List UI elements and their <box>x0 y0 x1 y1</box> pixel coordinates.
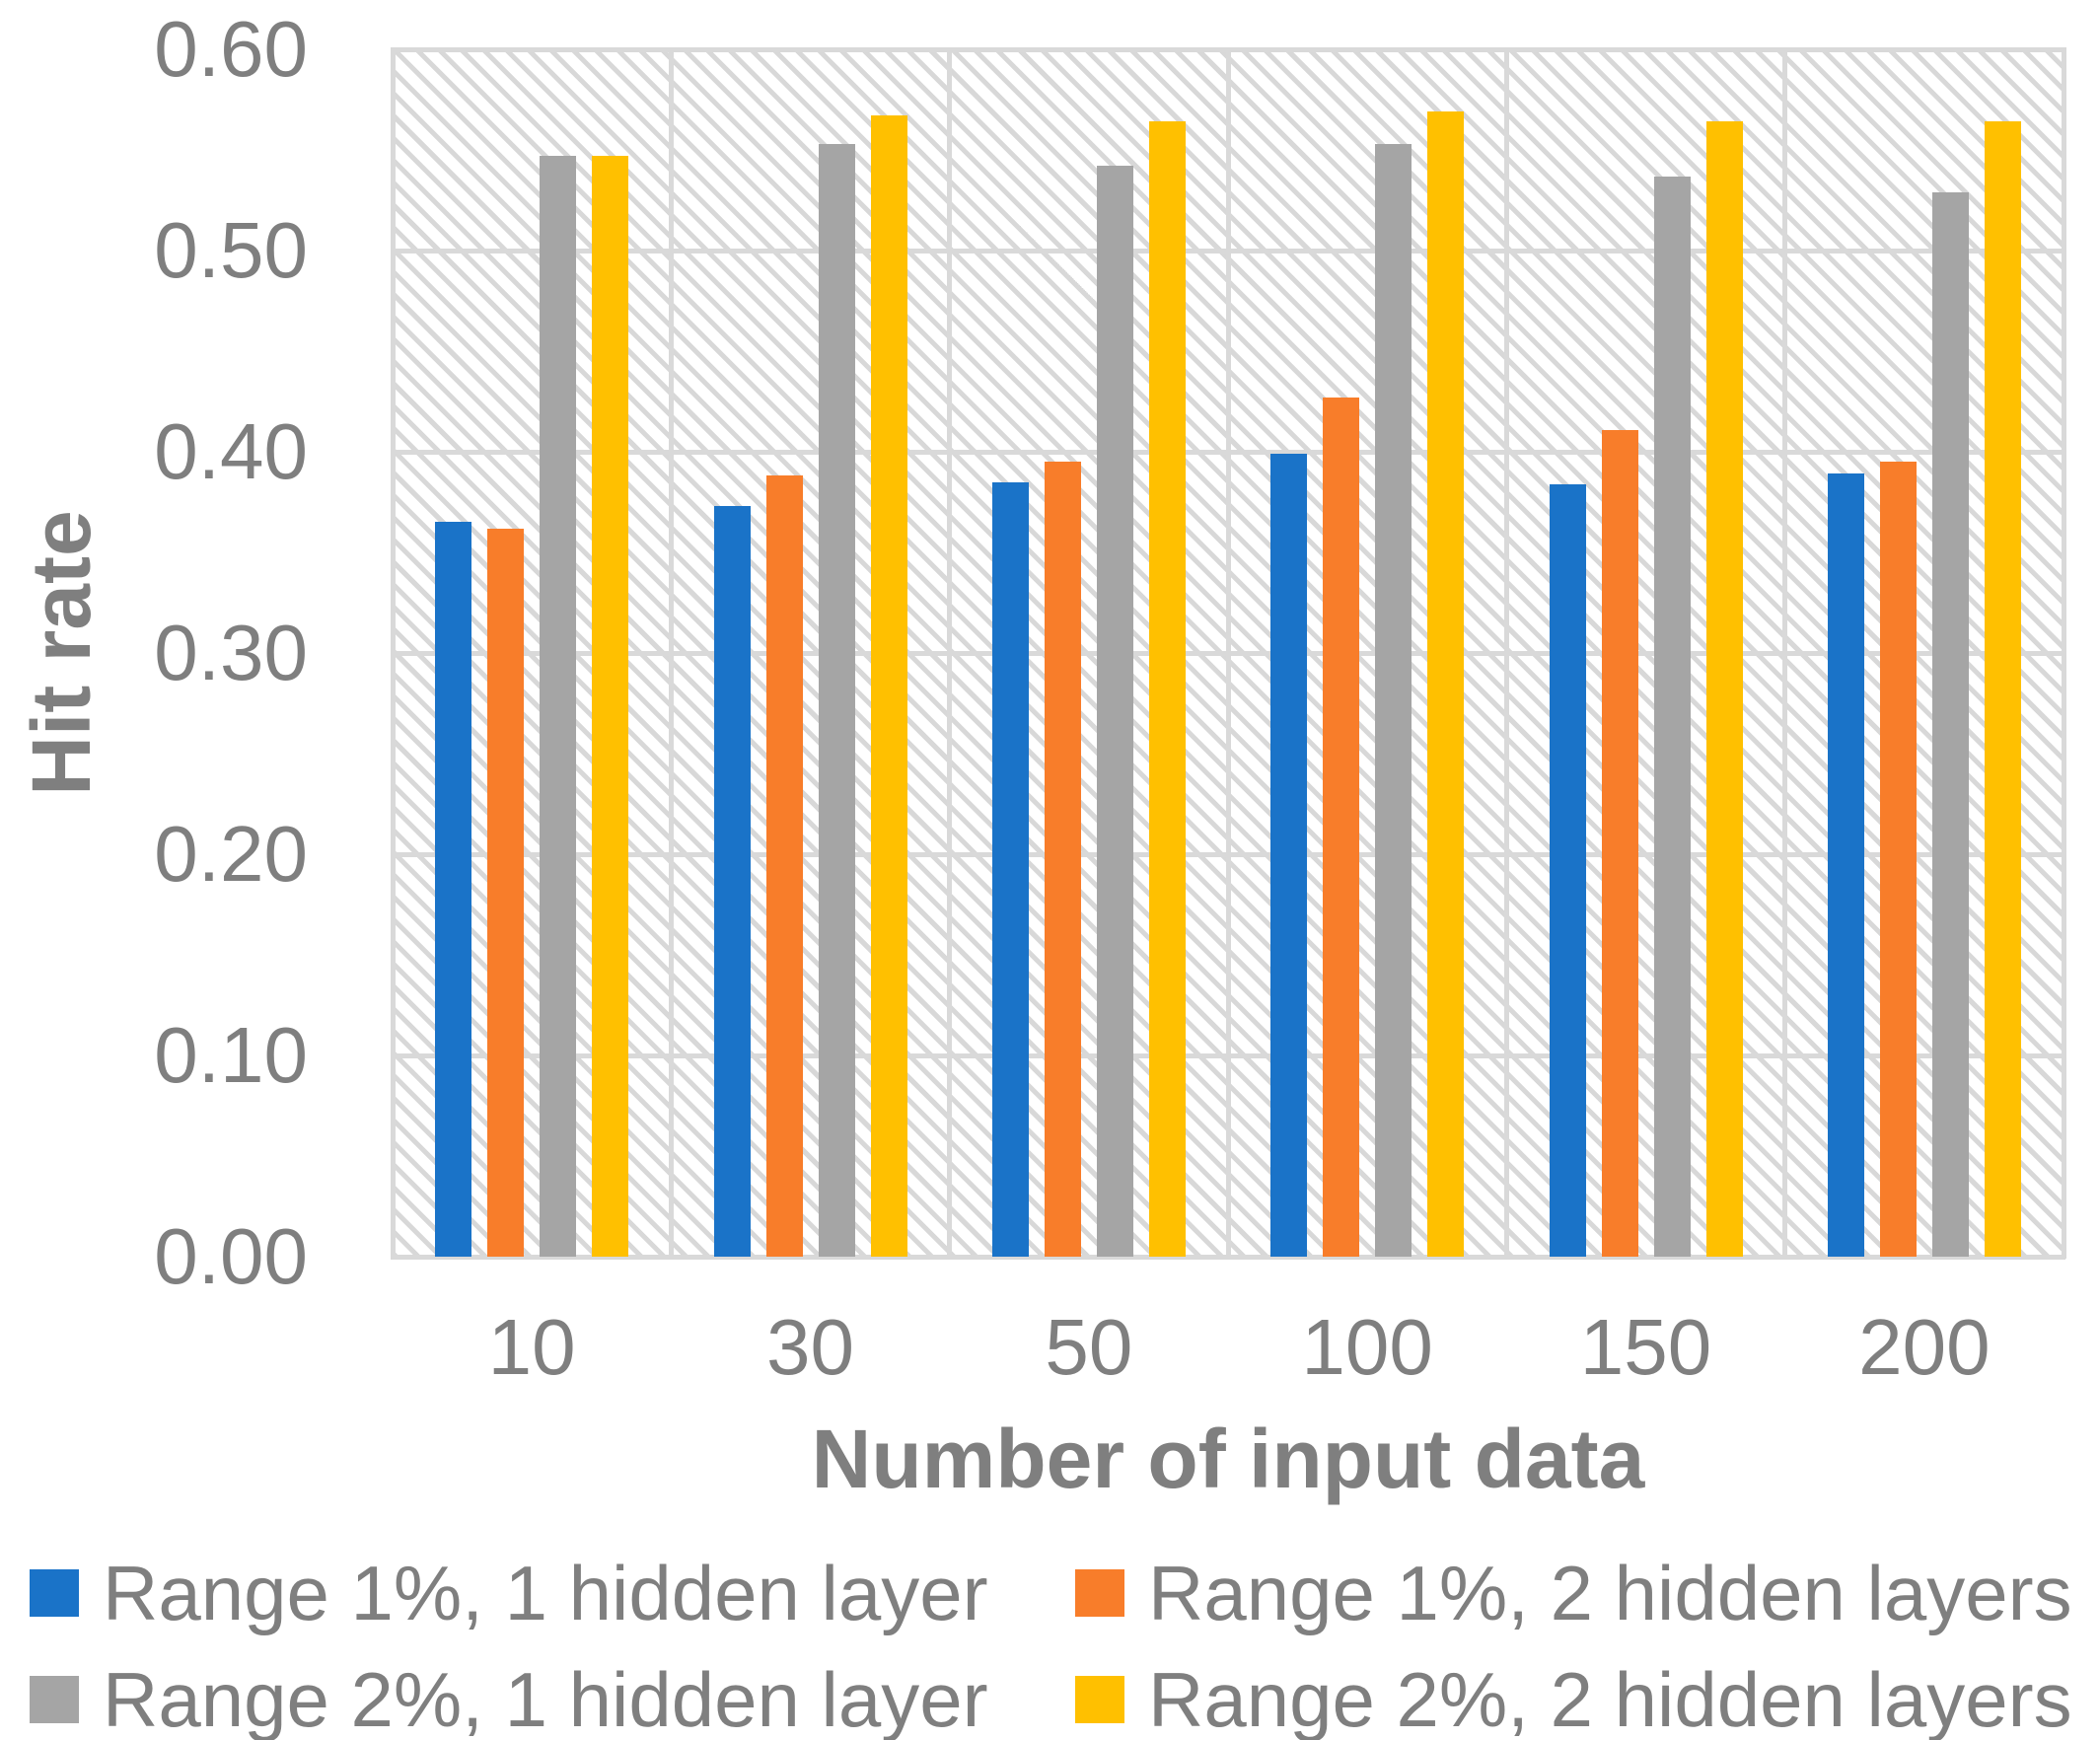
bar <box>1148 121 1186 1257</box>
gridline-vertical <box>1503 47 1509 1259</box>
legend-label: Range 1%, 2 hidden layers <box>1148 1549 2072 1636</box>
legend-item: Range 1%, 1 hidden layer <box>30 1544 1075 1642</box>
bar <box>592 156 629 1257</box>
bar <box>1653 176 1691 1257</box>
bar <box>1427 111 1465 1257</box>
bar <box>1705 121 1743 1257</box>
bar <box>991 481 1029 1257</box>
x-tick-label: 100 <box>1301 1303 1433 1391</box>
bar <box>1827 473 1864 1257</box>
legend-label: Range 2%, 2 hidden layers <box>1148 1655 2072 1740</box>
bar <box>1096 166 1133 1257</box>
bar <box>1879 462 1917 1257</box>
gridline-vertical <box>668 47 674 1259</box>
bar <box>818 143 855 1257</box>
x-tick-label: 30 <box>766 1303 854 1391</box>
legend-swatch-blue <box>30 1569 79 1617</box>
legend-label: Range 2%, 1 hidden layer <box>103 1655 988 1740</box>
gridline-vertical <box>1225 47 1231 1259</box>
legend-swatch-orange <box>1075 1569 1124 1617</box>
legend-item: Range 2%, 1 hidden layer <box>30 1650 1075 1740</box>
legend: Range 1%, 1 hidden layer Range 1%, 2 hid… <box>30 1544 2086 1740</box>
legend-item: Range 1%, 2 hidden layers <box>1075 1544 2086 1642</box>
bar <box>1931 191 1969 1257</box>
plot-area <box>390 46 2066 1260</box>
legend-label: Range 1%, 1 hidden layer <box>103 1549 988 1636</box>
x-tick-label: 200 <box>1858 1303 1991 1391</box>
bar <box>1375 143 1412 1257</box>
x-tick-label: 150 <box>1579 1303 1712 1391</box>
bar <box>765 475 803 1257</box>
legend-item: Range 2%, 2 hidden layers <box>1075 1650 2086 1740</box>
bar <box>1323 397 1360 1257</box>
legend-swatch-yellow <box>1075 1676 1124 1723</box>
bar <box>540 156 577 1257</box>
x-tick-label: 10 <box>487 1303 576 1391</box>
gridline-vertical <box>1782 47 1788 1259</box>
bar <box>1270 454 1308 1257</box>
y-tick-label: 0.60 <box>154 5 308 93</box>
gridline-vertical <box>2061 47 2066 1259</box>
bar <box>435 522 472 1257</box>
bar <box>870 115 907 1257</box>
gridline-vertical <box>947 47 953 1259</box>
gridline-vertical <box>390 47 396 1259</box>
x-tick-label: 50 <box>1045 1303 1133 1391</box>
bar <box>1601 429 1638 1257</box>
bar <box>713 506 751 1257</box>
x-axis-title: Number of input data <box>811 1413 1645 1505</box>
y-tick-label: 0.00 <box>154 1212 308 1300</box>
bar <box>1044 462 1081 1257</box>
y-axis-title: Hit rate <box>15 510 108 796</box>
legend-swatch-gray <box>30 1676 79 1723</box>
bar <box>1549 483 1586 1257</box>
bar <box>487 528 525 1257</box>
bar <box>1984 121 2021 1257</box>
